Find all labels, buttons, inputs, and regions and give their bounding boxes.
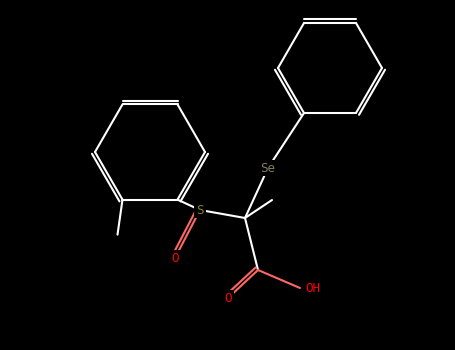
Text: O: O bbox=[171, 252, 179, 265]
Text: O: O bbox=[224, 292, 232, 304]
Text: Se: Se bbox=[261, 161, 275, 175]
Text: OH: OH bbox=[305, 281, 320, 294]
Text: S: S bbox=[196, 203, 204, 217]
